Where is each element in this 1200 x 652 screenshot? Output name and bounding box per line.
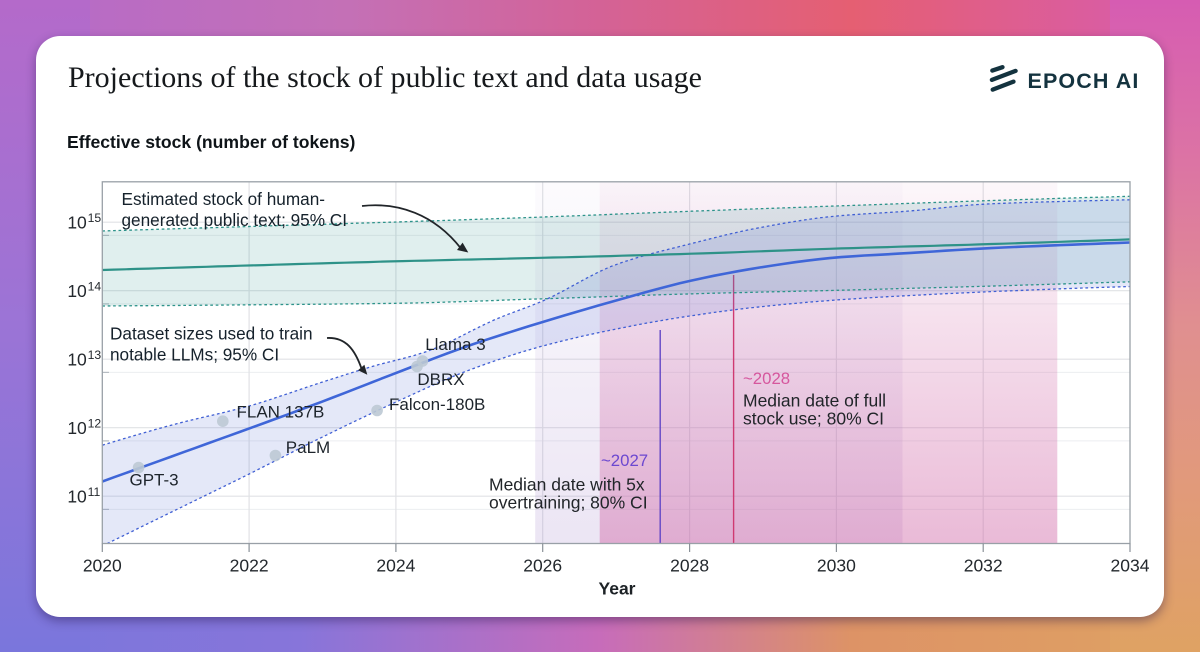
- svg-text:2020: 2020: [83, 556, 122, 576]
- svg-text:DBRX: DBRX: [417, 370, 464, 389]
- svg-text:PaLM: PaLM: [286, 438, 330, 457]
- svg-text:Dataset sizes used to train: Dataset sizes used to train: [110, 323, 313, 343]
- svg-text:10: 10: [67, 213, 87, 233]
- svg-text:13: 13: [88, 348, 102, 362]
- svg-text:10: 10: [67, 350, 87, 370]
- svg-text:~2027: ~2027: [601, 451, 648, 470]
- svg-text:2034: 2034: [1111, 556, 1150, 576]
- svg-text:Falcon-180B: Falcon-180B: [389, 395, 485, 414]
- svg-text:Median date of full: Median date of full: [743, 391, 886, 411]
- svg-text:11: 11: [88, 485, 101, 499]
- svg-text:2024: 2024: [376, 556, 415, 576]
- svg-text:FLAN 137B: FLAN 137B: [237, 403, 325, 422]
- svg-text:Llama 3: Llama 3: [425, 335, 485, 354]
- svg-text:10: 10: [67, 487, 87, 507]
- svg-text:Year: Year: [599, 579, 636, 599]
- svg-text:2028: 2028: [670, 556, 709, 576]
- svg-text:2032: 2032: [964, 556, 1003, 576]
- svg-text:15: 15: [88, 211, 102, 225]
- svg-text:GPT-3: GPT-3: [130, 471, 179, 490]
- svg-text:stock use; 80% CI: stock use; 80% CI: [743, 409, 884, 429]
- svg-text:notable LLMs; 95% CI: notable LLMs; 95% CI: [110, 344, 279, 364]
- svg-text:generated public text; 95% CI: generated public text; 95% CI: [122, 210, 348, 230]
- svg-text:14: 14: [88, 280, 102, 294]
- svg-text:2022: 2022: [230, 556, 269, 576]
- svg-text:overtraining; 80% CI: overtraining; 80% CI: [489, 493, 648, 513]
- svg-text:2030: 2030: [817, 556, 856, 576]
- svg-text:~2028: ~2028: [743, 369, 790, 388]
- svg-text:12: 12: [88, 417, 102, 431]
- svg-text:Estimated stock of human-: Estimated stock of human-: [122, 189, 325, 209]
- svg-text:Median date with 5x: Median date with 5x: [489, 475, 645, 495]
- svg-text:2026: 2026: [523, 556, 562, 576]
- svg-text:10: 10: [67, 418, 87, 438]
- svg-text:10: 10: [67, 281, 87, 301]
